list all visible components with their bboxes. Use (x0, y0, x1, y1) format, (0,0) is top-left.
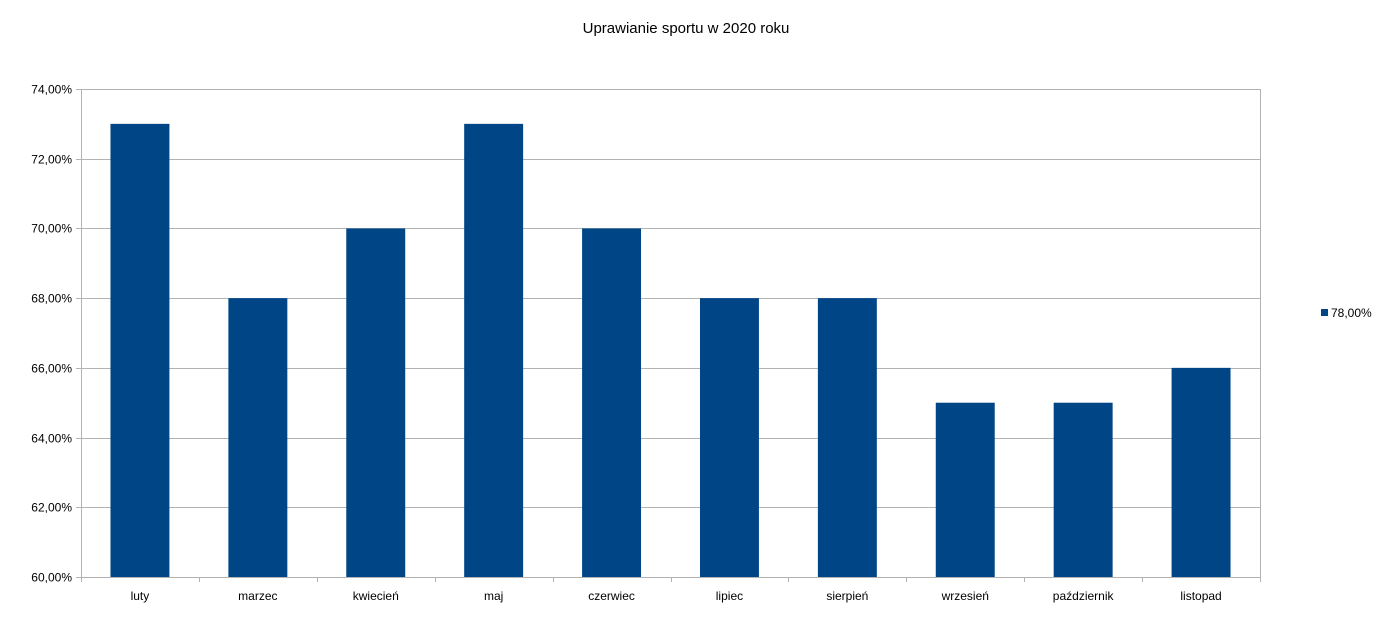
legend-label: 78,00% (1331, 306, 1372, 320)
x-tick-label: październik (1053, 589, 1115, 603)
x-tick-label: sierpień (826, 589, 868, 603)
chart-title: Uprawianie sportu w 2020 roku (583, 20, 790, 37)
x-axis-tick-labels: luty marzec kwiecień maj czerwiec lipiec sierp… (131, 589, 1222, 603)
bar-1 (228, 298, 288, 577)
y-tick-label: 74,00% (31, 83, 72, 97)
bar-6 (817, 298, 877, 577)
axes (76, 89, 1261, 582)
x-tick-label: luty (131, 589, 150, 603)
y-tick-label: 68,00% (31, 292, 72, 306)
x-tick-label: listopad (1180, 589, 1221, 603)
y-axis-tick-labels: 60,00% 62,00% 64,00% 66,00% 68,00% 70,00% 72,0… (31, 83, 72, 585)
x-tick-label: czerwiec (588, 589, 635, 603)
bar-4 (582, 228, 642, 577)
bar-0 (110, 123, 170, 578)
bar-3 (464, 123, 524, 578)
x-tick-label: kwiecień (353, 589, 399, 603)
bar-5 (699, 298, 759, 577)
bars (110, 123, 1231, 578)
y-tick-label: 72,00% (31, 153, 72, 167)
x-tick-label: maj (484, 589, 503, 603)
x-tick-label: wrzesień (941, 589, 989, 603)
bar-8 (1053, 402, 1113, 577)
bar-9 (1171, 367, 1231, 577)
y-tick-label: 60,00% (31, 571, 72, 585)
legend: 78,00% (1321, 306, 1372, 320)
y-tick-label: 64,00% (31, 432, 72, 446)
y-tick-label: 62,00% (31, 501, 72, 515)
x-tick-label: marzec (238, 589, 277, 603)
y-tick-label: 66,00% (31, 362, 72, 376)
bar-2 (346, 228, 406, 577)
bar-7 (935, 402, 995, 577)
legend-swatch (1321, 309, 1328, 316)
y-tick-label: 70,00% (31, 222, 72, 236)
x-tick-label: lipiec (716, 589, 743, 603)
